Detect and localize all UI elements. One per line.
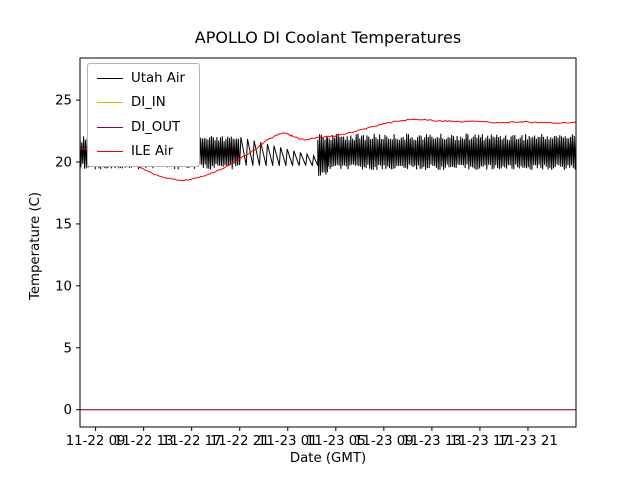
legend-item-utah-air: Utah Air	[97, 71, 185, 86]
chart-title: APOLLO DI Coolant Temperatures	[194, 28, 462, 47]
legend-item-di-out: DI_OUT	[97, 120, 185, 135]
legend-line-di-in	[97, 102, 123, 104]
x-tick-label: 11-23 01	[258, 434, 318, 449]
y-tick-label: 0	[64, 403, 72, 418]
legend-line-utah-air	[97, 78, 123, 80]
x-tick-label: 11-22 13	[114, 434, 174, 449]
x-tick-label: 11-22 17	[162, 434, 222, 449]
x-tick-label: 11-22 09	[66, 434, 126, 449]
y-tick-label: 5	[64, 341, 72, 356]
series-line-ile-air	[79, 118, 577, 182]
legend-item-ile-air: ILE Air	[97, 144, 185, 159]
y-tick-label: 25	[55, 94, 72, 109]
x-tick-label: 11-23 09	[354, 434, 414, 449]
x-axis-label: Date (GMT)	[289, 451, 367, 466]
x-tick-label: 11-23 21	[498, 434, 558, 449]
y-axis-label: Temperature (C)	[28, 191, 43, 300]
x-tick-label: 11-22 21	[210, 434, 270, 449]
legend-label-ile-air: ILE Air	[131, 143, 174, 159]
legend-label-utah-air: Utah Air	[131, 71, 186, 86]
legend-line-ile-air	[97, 150, 123, 152]
y-tick-label: 15	[55, 217, 72, 232]
legend-label-di-out: DI_OUT	[131, 119, 181, 135]
y-tick-label: 10	[55, 279, 72, 294]
x-tick-label: 11-23 17	[450, 434, 510, 449]
legend-item-di-in: DI_IN	[97, 95, 185, 110]
x-tick-label: 11-23 13	[402, 434, 462, 449]
legend-line-di-out	[97, 126, 123, 128]
y-tick-label: 20	[55, 156, 72, 171]
axes-frame	[79, 57, 577, 428]
x-tick-label: 11-23 05	[306, 434, 366, 449]
legend-label-di-in: DI_IN	[131, 95, 166, 111]
legend: Utah Air DI_IN DI_OUT ILE Air	[87, 63, 201, 168]
